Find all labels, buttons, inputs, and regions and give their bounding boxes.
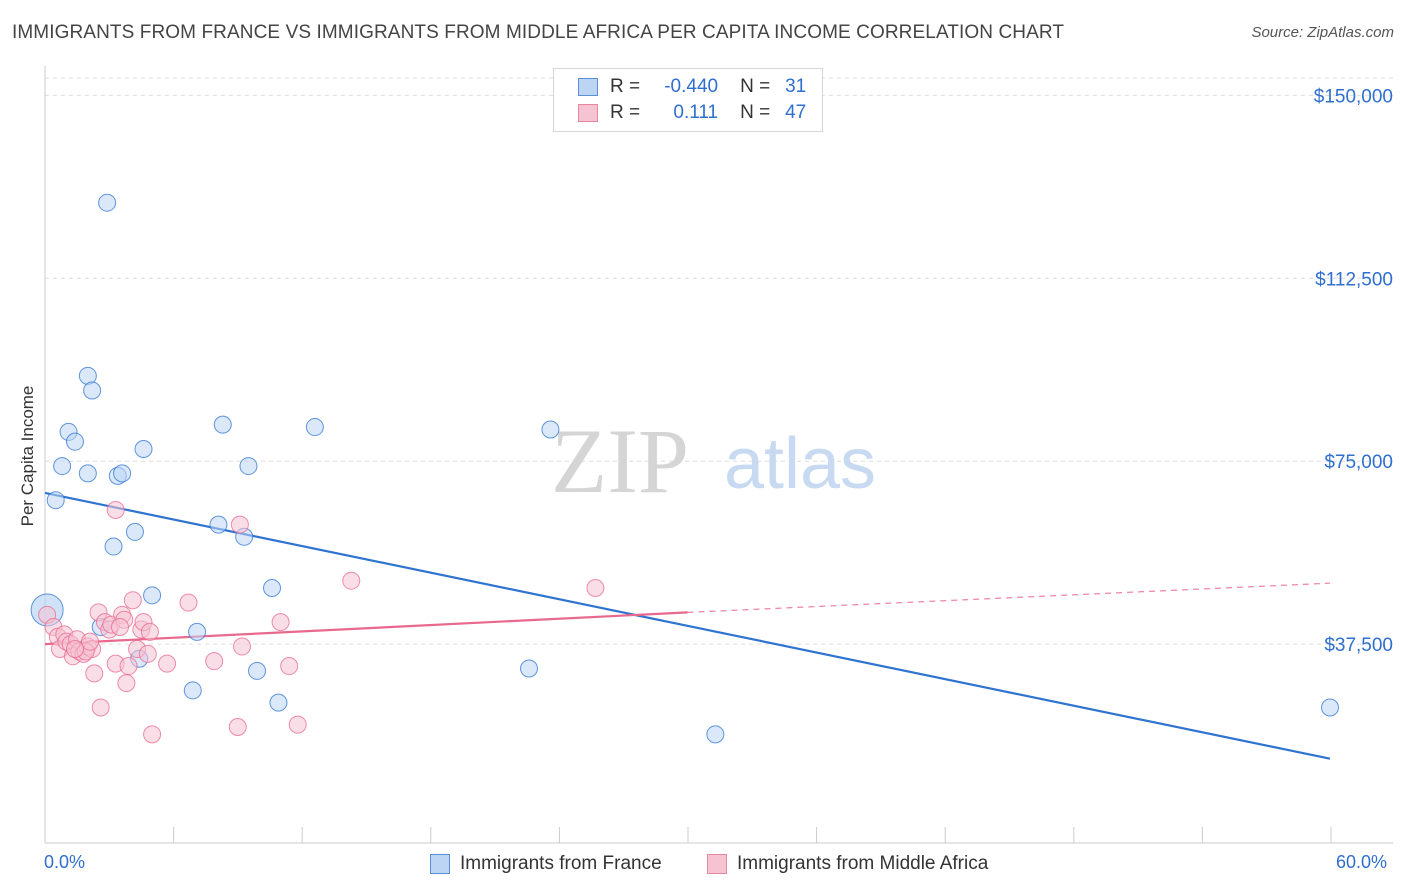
data-point-blue (1321, 698, 1339, 717)
data-point-pink (271, 613, 290, 632)
data-point-pink (106, 500, 125, 519)
legend-n-label: N = (740, 102, 771, 123)
x-tick-label-max: 60.0% (1336, 852, 1388, 872)
data-point-pink (233, 637, 252, 656)
data-point-blue (239, 457, 258, 476)
data-point-blue (134, 440, 153, 458)
data-point-blue (263, 579, 282, 598)
y-tick-label: $37,500 (1324, 635, 1393, 656)
data-point-blue (209, 515, 228, 534)
bottom-legend-swatch-pink (707, 854, 727, 874)
data-point-blue (65, 432, 84, 451)
data-point-blue (213, 415, 232, 434)
data-point-blue (305, 418, 324, 437)
legend-row-france: R = -0.440 N = 31 (578, 75, 806, 99)
legend-r-value: -0.440 (664, 76, 719, 97)
data-point-blue (143, 586, 162, 605)
bottom-legend-swatch-blue (430, 854, 450, 874)
chart-source: Source: ZipAtlas.com (1251, 24, 1394, 41)
data-point-pink (280, 657, 299, 676)
data-point-pink (586, 579, 605, 598)
trend-line-dashed-pink (687, 582, 1331, 613)
chart-title: IMMIGRANTS FROM FRANCE VS IMMIGRANTS FRO… (12, 22, 1065, 43)
data-point-blue (183, 681, 202, 700)
legend-swatch-blue (578, 78, 598, 96)
bottom-legend-label-france: Immigrants from France (460, 853, 662, 874)
correlation-legend: R = -0.440 N = 31 R = 0.111 N = 47 (553, 68, 823, 132)
data-point-blue (113, 464, 132, 483)
data-point-blue (188, 622, 207, 641)
data-point-pink (110, 618, 129, 637)
data-point-pink (230, 515, 249, 534)
data-point-blue (706, 725, 725, 744)
gridlines (45, 77, 1393, 645)
data-point-pink (179, 593, 198, 612)
watermark-atlas: atlas (724, 424, 876, 504)
legend-r-label: R = (610, 102, 641, 123)
data-points (30, 193, 1339, 744)
data-point-pink (205, 652, 224, 671)
axes (44, 66, 1393, 844)
data-point-blue (520, 659, 539, 678)
x-tick-label-min: 0.0% (44, 852, 86, 872)
legend-n-label: N = (740, 76, 771, 97)
data-point-pink (138, 644, 157, 663)
legend-n-value: 47 (785, 102, 807, 123)
data-point-blue (53, 457, 72, 476)
data-point-blue (98, 193, 117, 212)
data-point-blue (104, 537, 123, 556)
y-tick-labels: $37,500 $75,000 $112,500 $150,000 (1314, 86, 1393, 656)
trend-line-blue (44, 491, 1331, 760)
data-point-pink (140, 622, 159, 641)
data-point-pink (80, 632, 99, 651)
data-point-pink (228, 718, 247, 737)
data-point-blue (125, 522, 144, 541)
data-point-pink (117, 674, 136, 693)
y-tick-label: $150,000 (1314, 86, 1393, 107)
data-point-pink (158, 654, 177, 673)
legend-n-value: 31 (785, 76, 807, 97)
legend-swatch-pink (578, 104, 598, 122)
data-point-blue (248, 661, 267, 680)
data-point-blue (46, 491, 65, 510)
watermark: ZIP atlas (551, 410, 876, 512)
data-point-pink (288, 715, 307, 734)
bottom-legend-label-middle-africa: Immigrants from Middle Africa (737, 853, 989, 874)
data-point-pink (85, 664, 104, 683)
data-point-blue (269, 693, 288, 712)
legend-r-value: 0.111 (673, 102, 719, 123)
data-point-blue (78, 464, 97, 483)
legend-r-label: R = (610, 76, 641, 97)
y-tick-label: $112,500 (1315, 269, 1393, 290)
data-point-blue (541, 420, 560, 439)
data-point-blue (83, 381, 102, 400)
data-point-pink (123, 591, 142, 610)
data-point-pink (91, 698, 110, 717)
legend-row-middle-africa: R = 0.111 N = 47 (578, 101, 806, 125)
data-point-pink (65, 639, 84, 658)
bottom-legend-middle-africa: Immigrants from Middle Africa (707, 852, 988, 876)
data-point-pink (342, 571, 361, 590)
bottom-legend-france: Immigrants from France (430, 852, 662, 876)
y-tick-label: $75,000 (1324, 452, 1393, 473)
data-point-pink (119, 657, 138, 676)
data-point-pink (143, 725, 162, 744)
watermark-zip: ZIP (551, 410, 689, 512)
